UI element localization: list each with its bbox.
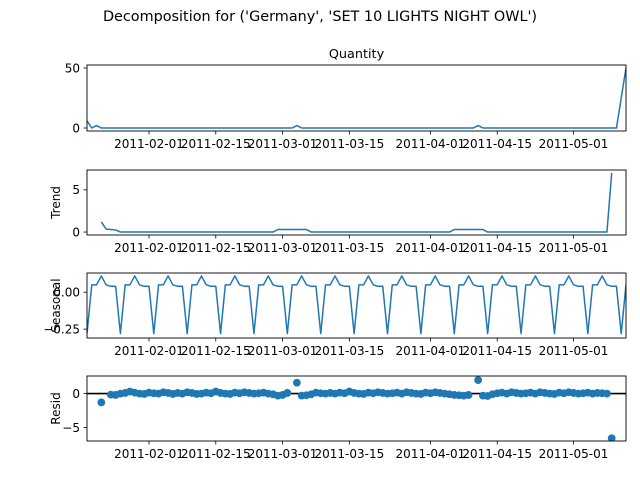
panel-3-xtick-label: 2011-05-01 — [539, 447, 609, 461]
panel-0-series-line — [87, 67, 626, 129]
panel-3-resid-point — [283, 389, 292, 397]
panel-2-xtick-label: 2011-04-01 — [396, 344, 466, 358]
panel-3-ylabel: Resid — [49, 392, 63, 424]
panel-1-xtick-label: 2011-03-15 — [314, 241, 384, 255]
panel-3-resid-point — [607, 434, 616, 441]
panel-2-xtick-label: 2011-04-15 — [462, 344, 532, 358]
panel-seasonal: Seasonal0.00−0.252011-02-012011-02-15201… — [43, 272, 627, 358]
panel-3-resid-point — [292, 378, 301, 387]
panel-0-frame — [86, 64, 627, 132]
panel-2-xtick-label: 2011-03-01 — [248, 344, 318, 358]
panel-quantity: Quantity 0 50 2011-02-012011-02-152011-03-0… — [65, 47, 627, 151]
panel-3-xtick-label: 2011-04-15 — [462, 447, 532, 461]
panel-2-ylabel: Seasonal — [49, 278, 63, 332]
panel-1-xtick-label: 2011-05-01 — [539, 241, 609, 255]
panel-0-plot-area — [87, 67, 626, 129]
panel-0-ytick-label: 50 — [65, 61, 80, 75]
panel-1-frame — [86, 169, 627, 236]
panel-1-series-line — [100, 172, 613, 233]
panel-2-ytick-label: 0.00 — [53, 286, 80, 300]
panel-3-frame — [86, 375, 627, 442]
panel-0-xtick-label: 2011-04-01 — [396, 137, 466, 151]
panel-3-resid-point — [603, 389, 611, 398]
panel-trend: Trend052011-02-012011-02-152011-03-01201… — [49, 169, 627, 255]
panel-2-plot-area — [87, 275, 626, 335]
panel-3-xtick-label: 2011-04-01 — [396, 447, 466, 461]
panel-1-plot-area — [100, 172, 613, 233]
panel-1-ytick-label: 0 — [72, 225, 80, 239]
panel-1-ytick-label: 5 — [72, 183, 80, 197]
panel-0-ytick-label: 0 — [72, 121, 80, 135]
panel-1-xtick-label: 2011-03-01 — [248, 241, 318, 255]
panel-3-ytick-label: −5 — [62, 421, 80, 435]
panel-0-title: Quantity — [329, 47, 385, 62]
panel-2-xtick-label: 2011-03-15 — [314, 344, 384, 358]
panel-resid: Resid 0−52011-02-012011-02-152011-03-0120… — [49, 375, 627, 461]
panel-3-xtick-label: 2011-03-01 — [248, 447, 318, 461]
panel-2-ytick-label: −0.25 — [43, 322, 80, 336]
panel-3-xtick-label: 2011-02-15 — [181, 447, 251, 461]
panel-1-xtick-label: 2011-04-01 — [396, 241, 466, 255]
panel-0-xtick-label: 2011-05-01 — [539, 137, 609, 151]
panel-0-xtick-label: 2011-02-15 — [181, 137, 251, 151]
panel-0-xtick-label: 2011-02-01 — [114, 137, 184, 151]
panel-0-xtick-label: 2011-03-01 — [248, 137, 318, 151]
panel-3-ytick-label: 0 — [72, 387, 80, 401]
panel-1-xtick-label: 2011-02-15 — [181, 241, 251, 255]
panel-0-xtick-label: 2011-04-15 — [462, 137, 532, 151]
panel-2-xtick-label: 2011-05-01 — [539, 344, 609, 358]
panel-1-ylabel: Trend — [49, 186, 63, 220]
panel-3-xtick-label: 2011-02-01 — [114, 447, 184, 461]
panel-2-xtick-label: 2011-02-01 — [114, 344, 184, 358]
panel-1-xtick-label: 2011-04-15 — [462, 241, 532, 255]
panel-2-xtick-label: 2011-02-15 — [181, 344, 251, 358]
panel-3-xtick-label: 2011-03-15 — [314, 447, 384, 461]
panel-0-xtick-label: 2011-03-15 — [314, 137, 384, 151]
panel-3-plot-area — [87, 376, 626, 441]
panel-1-xtick-label: 2011-02-01 — [114, 241, 184, 255]
panel-3-resid-point — [464, 391, 473, 399]
panel-2-frame — [86, 272, 627, 339]
panel-2-series-line — [87, 275, 626, 335]
panel-3-resid-point — [474, 376, 483, 384]
figure-suptitle: Decomposition for ('Germany', 'SET 10 LI… — [103, 9, 537, 25]
panel-3-resid-point — [97, 398, 106, 407]
